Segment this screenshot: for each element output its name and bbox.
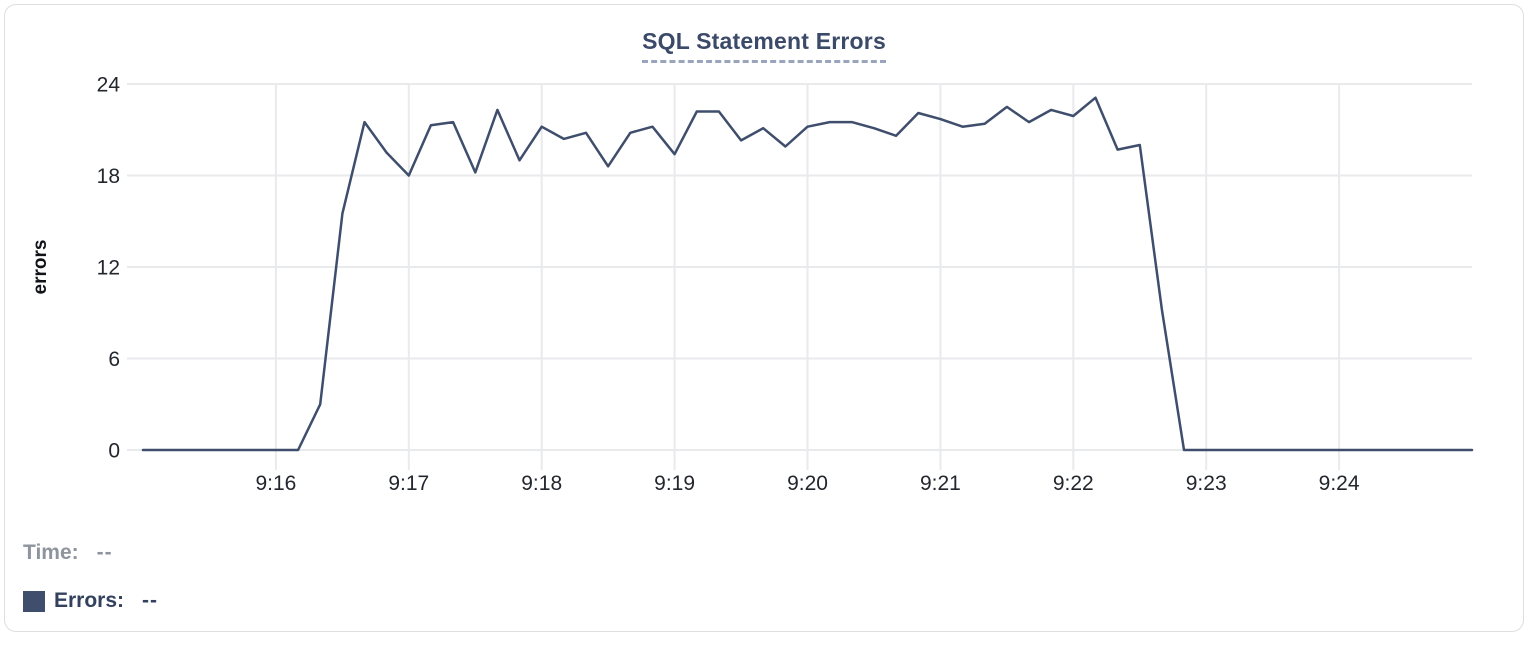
readout-errors-row: Errors: --	[23, 588, 158, 614]
y-axis-title: errors	[30, 240, 51, 295]
time-value: --	[96, 541, 113, 564]
chart-header: SQL Statement Errors	[0, 28, 1528, 63]
chart-title[interactable]: SQL Statement Errors	[642, 28, 886, 63]
x-tick-label: 9:19	[654, 472, 695, 495]
y-tick-label: 6	[108, 348, 120, 371]
y-tick-label: 18	[97, 165, 120, 188]
x-tick-label: 9:23	[1186, 472, 1227, 495]
errors-series-swatch	[23, 590, 45, 612]
time-label: Time:	[23, 541, 79, 564]
chart-card	[4, 4, 1524, 632]
errors-value: --	[142, 589, 159, 612]
readout-time-row: Time: --	[23, 540, 158, 566]
errors-series-line	[141, 96, 1474, 452]
x-tick-label: 9:20	[787, 472, 828, 495]
x-tick-label: 9:21	[920, 472, 961, 495]
x-tick-label: 9:16	[255, 472, 296, 495]
y-tick-label: 0	[108, 440, 120, 463]
x-tick-label: 9:22	[1053, 472, 1094, 495]
x-tick-label: 9:17	[388, 472, 429, 495]
y-tick-label: 24	[97, 74, 121, 97]
hover-readout: Time: -- Errors: --	[23, 540, 158, 636]
errors-label: Errors:	[54, 589, 125, 612]
y-tick-label: 12	[97, 257, 120, 280]
x-tick-label: 9:24	[1319, 472, 1360, 495]
x-tick-label: 9:18	[521, 472, 562, 495]
